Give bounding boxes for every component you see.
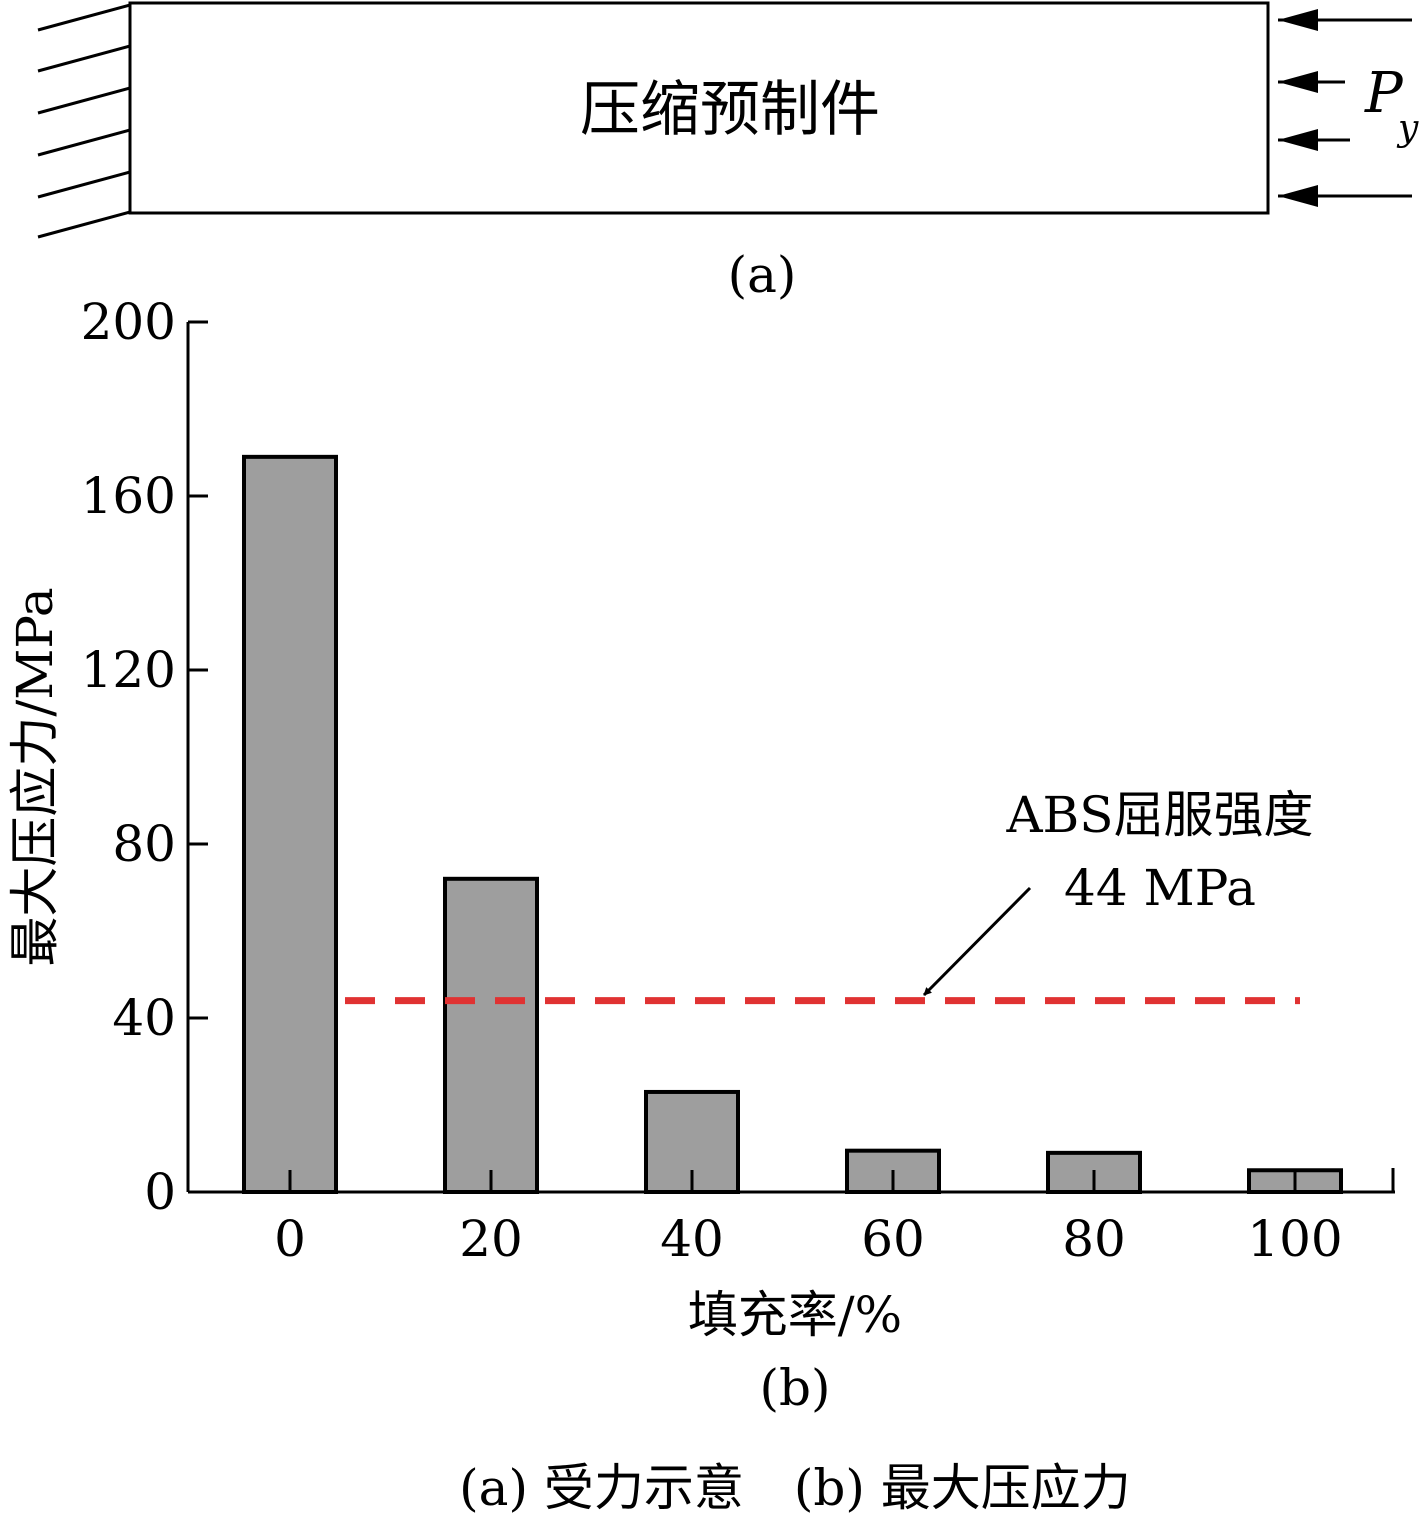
bar <box>443 876 539 1194</box>
x-tick-marks <box>288 1170 1297 1192</box>
panel-a-label: (a) <box>728 246 797 304</box>
fixed-support-hatching <box>37 3 131 239</box>
bars-group <box>242 454 1343 1195</box>
annotation-arrow <box>922 886 1032 997</box>
y-axis-title: 最大压应力/MPa <box>6 587 64 966</box>
preform-block <box>128 1 1270 215</box>
x-tick-label: 40 <box>660 1210 724 1268</box>
load-symbol: P <box>1364 61 1404 126</box>
bar <box>242 454 338 1195</box>
x-tick-label: 100 <box>1247 1210 1342 1268</box>
x-axis-title: 填充率/% <box>688 1286 902 1344</box>
x-tick-label: 60 <box>861 1210 925 1268</box>
x-tick-label: 0 <box>274 1210 306 1268</box>
x-tick-label: 80 <box>1062 1210 1126 1268</box>
y-tick-label: 160 <box>81 467 176 525</box>
y-tick-label: 80 <box>112 815 176 873</box>
figure-caption: (a) 受力示意 (b) 最大压应力 <box>459 1459 1131 1517</box>
y-tick-label: 0 <box>144 1163 176 1221</box>
load-subscript: y <box>1396 108 1419 149</box>
yield-strength-value: 44 MPa <box>1064 859 1256 917</box>
y-tick-label: 40 <box>112 989 176 1047</box>
y-tick-label: 120 <box>81 641 176 699</box>
preform-label: 压缩预制件 <box>580 75 880 145</box>
y-ticks: 0 40 80 120 160 200 <box>81 293 208 1221</box>
panel-b-chart: 0 40 80 120 160 200 0 20 40 60 80 100 ABS屈服强度 44 M… <box>6 293 1395 1417</box>
load-arrows <box>1278 9 1412 207</box>
x-tick-labels: 0 20 40 60 80 100 <box>274 1210 1343 1268</box>
y-tick-label: 200 <box>81 293 176 351</box>
x-tick-label: 20 <box>459 1210 523 1268</box>
panel-b-label: (b) <box>759 1359 830 1417</box>
panel-a-diagram: 压缩预制件 P y (a) <box>37 1 1419 304</box>
yield-strength-label: ABS屈服强度 <box>1005 786 1313 844</box>
